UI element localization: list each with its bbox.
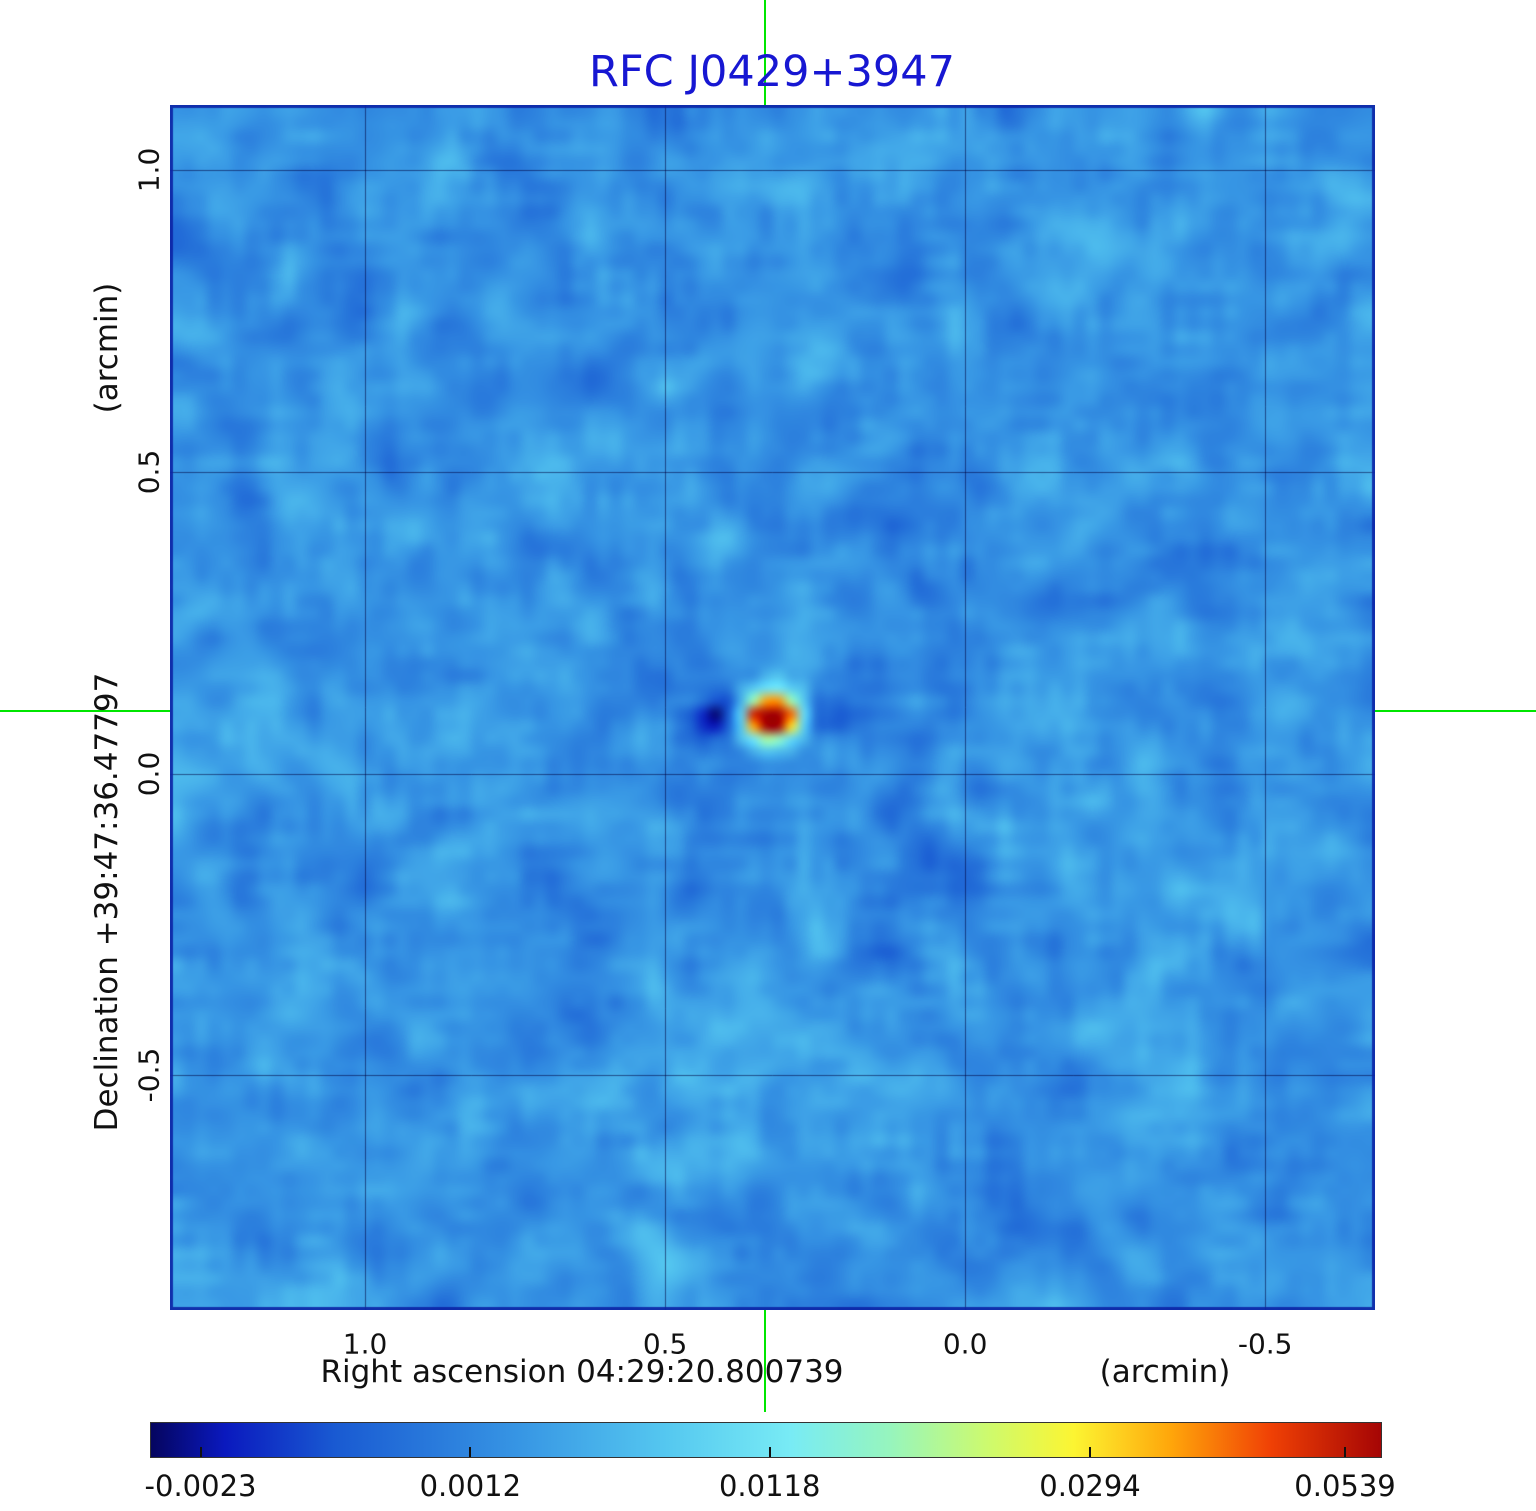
y-axis-title: Declination +39:47:36.47797 (89, 672, 125, 1132)
colorbar (150, 1422, 1382, 1458)
colorbar-tick-label: 0.0118 (718, 1469, 821, 1503)
colorbar-tick-mark (768, 1447, 771, 1457)
colorbar-tick-mark (1344, 1447, 1347, 1457)
colorbar-tick-label: -0.0023 (144, 1469, 257, 1503)
x-tick-label: -0.5 (1237, 1327, 1293, 1361)
heatmap-canvas (170, 105, 1375, 1310)
y-tick-label: 0.5 (132, 449, 166, 495)
x-axis-title: Right ascension 04:29:20.800739 (320, 1354, 844, 1390)
colorbar-tick-label: 0.0539 (1294, 1469, 1396, 1503)
chart-title: RFC J0429+3947 (589, 47, 955, 97)
x-axis-unit-label: (arcmin) (1099, 1354, 1231, 1390)
y-tick-label: 1.0 (132, 147, 166, 193)
colorbar-tick-mark (199, 1447, 202, 1457)
colorbar-tick-label: 0.0012 (419, 1469, 522, 1503)
x-tick-label: 0.0 (942, 1327, 988, 1361)
y-tick-label: 0.0 (132, 751, 166, 796)
colorbar-tick-label: 0.0294 (1039, 1469, 1141, 1503)
plot-area (170, 105, 1375, 1310)
colorbar-tick-mark (469, 1447, 472, 1457)
x-tick-label: 1.0 (342, 1327, 388, 1361)
y-axis-unit-label: (arcmin) (89, 282, 125, 414)
colorbar-tick-mark (1089, 1447, 1092, 1457)
x-tick-label: 0.5 (642, 1327, 688, 1361)
y-tick-label: -0.5 (132, 1047, 166, 1103)
